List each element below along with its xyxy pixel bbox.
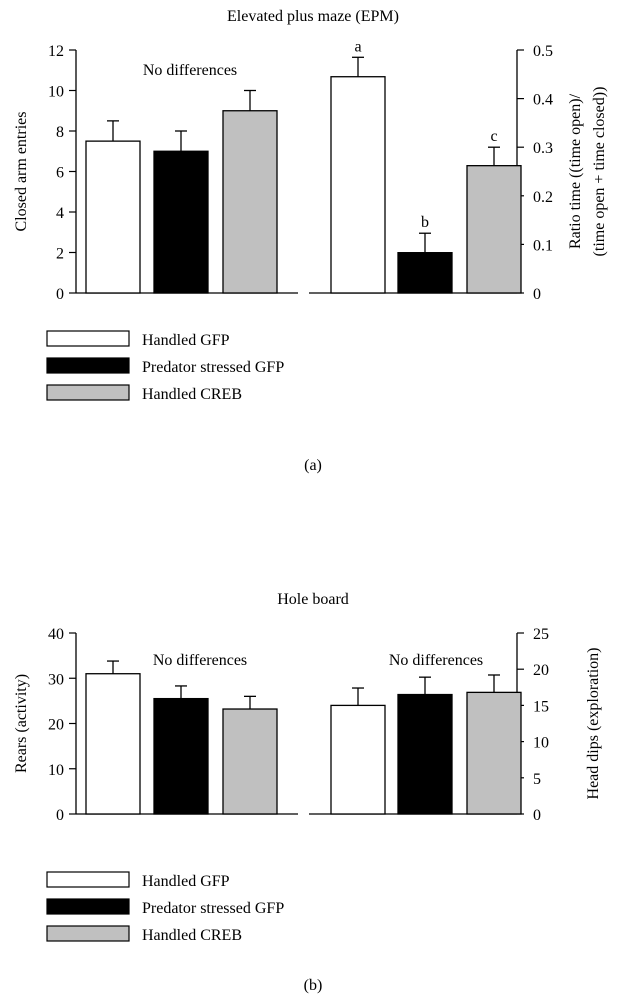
legend-swatch bbox=[46, 384, 130, 401]
left-y-axis-label: Closed arm entries bbox=[13, 112, 30, 232]
right-y-tick-label: 0 bbox=[533, 286, 541, 303]
left-bar bbox=[153, 697, 209, 815]
left-y-tick-label: 2 bbox=[56, 246, 64, 263]
right-bar bbox=[397, 252, 453, 294]
right-significance-letter: b bbox=[421, 214, 429, 231]
right-y-tick-label: 5 bbox=[533, 771, 541, 788]
right-y-tick-label: 0 bbox=[533, 807, 541, 824]
legend-swatch bbox=[46, 330, 130, 347]
right-y-axis-label-line1: Head dips (exploration) bbox=[585, 648, 602, 800]
left-y-tick-label: 4 bbox=[56, 205, 64, 222]
panel-label: (b) bbox=[304, 977, 323, 994]
legend-label: Predator stressed GFP bbox=[142, 359, 284, 376]
chart-title: Elevated plus maze (EPM) bbox=[227, 8, 399, 25]
right-y-tick-label: 20 bbox=[533, 662, 549, 679]
left-annotation: No differences bbox=[153, 652, 247, 669]
right-bar bbox=[397, 693, 453, 815]
panel-label: (a) bbox=[304, 457, 322, 474]
legend-label: Handled GFP bbox=[142, 873, 230, 890]
legend-swatch bbox=[46, 898, 130, 915]
left-y-tick-label: 10 bbox=[48, 84, 64, 101]
left-y-tick-label: 10 bbox=[48, 762, 64, 779]
left-bar bbox=[222, 110, 278, 294]
left-y-tick-label: 30 bbox=[48, 671, 64, 688]
chart-title: Hole board bbox=[277, 591, 349, 608]
left-annotation: No differences bbox=[143, 62, 237, 79]
left-bar bbox=[85, 140, 141, 294]
right-y-tick-label: 0.4 bbox=[533, 92, 553, 109]
chart-panel-b: Hole board 0 10 20 30 40 Rears (activity) No di… bbox=[13, 591, 602, 994]
right-y-tick-label: 0.5 bbox=[533, 43, 553, 60]
left-y-tick-label: 40 bbox=[48, 626, 64, 643]
right-y-tick-label: 0.2 bbox=[533, 189, 553, 206]
legend-swatch bbox=[46, 925, 130, 942]
legend-swatch bbox=[46, 871, 130, 888]
right-y-axis-label-line2: (time open + time closed)) bbox=[591, 87, 608, 257]
right-y-tick-label: 0.1 bbox=[533, 237, 553, 254]
right-bar bbox=[330, 704, 386, 815]
left-y-tick-label: 20 bbox=[48, 717, 64, 734]
legend-label: Predator stressed GFP bbox=[142, 900, 284, 917]
chart-panel-a: Elevated plus maze (EPM) 0 2 4 6 8 10 12 Closed … bbox=[13, 8, 608, 474]
right-significance-letter: a bbox=[354, 38, 361, 55]
left-y-tick-label: 8 bbox=[56, 124, 64, 141]
left-y-tick-label: 0 bbox=[56, 286, 64, 303]
left-y-tick-label: 6 bbox=[56, 165, 64, 182]
right-y-axis-label-line1: Ratio time ((time open)/ bbox=[567, 93, 584, 249]
legend-label: Handled GFP bbox=[142, 332, 230, 349]
left-bar bbox=[85, 673, 141, 815]
left-bar bbox=[222, 708, 278, 815]
legend-swatch bbox=[46, 357, 130, 374]
left-y-tick-label: 0 bbox=[56, 807, 64, 824]
right-annotation: No differences bbox=[389, 652, 483, 669]
legend-label: Handled CREB bbox=[142, 386, 242, 403]
right-y-tick-label: 10 bbox=[533, 735, 549, 752]
right-y-tick-label: 15 bbox=[533, 698, 549, 715]
legend-label: Handled CREB bbox=[142, 927, 242, 944]
left-y-tick-label: 12 bbox=[48, 43, 64, 60]
right-significance-letter: c bbox=[490, 128, 497, 145]
left-bar bbox=[153, 150, 209, 294]
right-bar bbox=[330, 76, 386, 294]
right-bar bbox=[466, 691, 522, 815]
right-bar bbox=[466, 165, 522, 294]
right-y-tick-label: 0.3 bbox=[533, 140, 553, 157]
right-y-tick-label: 25 bbox=[533, 626, 549, 643]
left-y-axis-label: Rears (activity) bbox=[13, 674, 30, 773]
